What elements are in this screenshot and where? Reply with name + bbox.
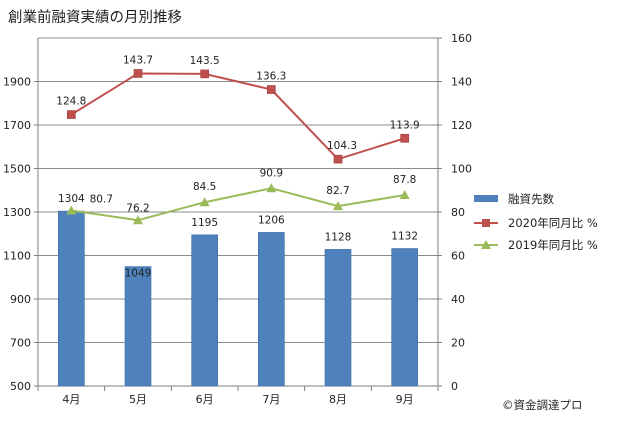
data-point: [133, 69, 143, 78]
point-data-label: 143.5: [190, 55, 220, 67]
point-data-label: 143.7: [123, 54, 153, 66]
bar: [324, 249, 352, 387]
point-data-label: 136.3: [256, 71, 286, 83]
bar: [258, 232, 285, 387]
legend-marker: [481, 240, 491, 249]
point-data-label: 113.9: [390, 119, 420, 131]
point-data-label: 124.8: [56, 96, 86, 108]
y-left-tick-label: 1900: [3, 76, 31, 89]
bar-data-label: 1049: [125, 268, 152, 280]
y-right-tick-label: 20: [451, 337, 465, 350]
point-data-label: 76.2: [126, 202, 149, 214]
point-data-label: 104.3: [327, 140, 357, 152]
data-point: [199, 197, 210, 207]
data-point: [133, 215, 143, 225]
legend-label: 融資先数: [508, 192, 554, 206]
y-right-tick-label: 40: [451, 293, 465, 306]
y-right-tick-label: 60: [451, 250, 465, 263]
x-tick-label: 9月: [396, 393, 414, 406]
bar-data-label: 1132: [391, 231, 418, 243]
point-data-label: 84.5: [193, 181, 216, 193]
legend-swatch-bar: [474, 195, 498, 202]
y-right-tick-label: 0: [451, 380, 458, 393]
bar-data-label: 1128: [325, 231, 352, 243]
data-point: [267, 85, 276, 94]
y-right-tick-label: 100: [451, 163, 472, 176]
data-point: [266, 183, 277, 193]
x-tick-label: 8月: [329, 393, 347, 406]
series-line: [71, 187, 405, 222]
copyright-credit: ©資金調達プロ: [502, 398, 583, 412]
y-right-tick-label: 160: [451, 32, 472, 45]
y-left-tick-label: 1300: [3, 206, 31, 219]
bar-data-label: 1195: [191, 217, 218, 229]
data-point: [333, 201, 343, 211]
data-point: [399, 190, 410, 200]
point-data-label: 80.7: [90, 193, 113, 205]
legend-marker: [482, 219, 490, 227]
bar-data-label: 1206: [258, 214, 285, 226]
y-left-tick-label: 900: [10, 293, 31, 306]
y-right-tick-label: 140: [451, 76, 472, 89]
y-right-tick-label: 120: [451, 119, 472, 132]
point-data-label: 82.7: [326, 185, 349, 197]
bar: [191, 234, 218, 387]
y-left-tick-label: 500: [10, 380, 31, 393]
legend-label: 2020年同月比 %: [508, 216, 598, 230]
legend-label: 2019年同月比 %: [508, 238, 598, 252]
y-left-tick-label: 1100: [3, 250, 31, 263]
bar: [58, 210, 85, 387]
data-point: [200, 69, 209, 79]
y-left-tick-label: 1700: [3, 119, 31, 132]
x-tick-label: 7月: [262, 393, 280, 406]
point-data-label: 87.8: [393, 174, 416, 186]
x-tick-label: 5月: [129, 393, 147, 406]
data-point: [66, 205, 77, 215]
data-point: [400, 133, 409, 143]
y-left-tick-label: 700: [10, 337, 31, 350]
data-point: [67, 110, 76, 119]
x-tick-label: 6月: [196, 393, 214, 406]
bar: [391, 248, 418, 387]
bar: [124, 266, 152, 387]
x-tick-label: 4月: [62, 393, 80, 406]
y-right-tick-label: 80: [451, 206, 465, 219]
y-left-tick-label: 1500: [3, 163, 31, 176]
point-data-label: 90.9: [260, 167, 283, 179]
chart-title: 創業前融資実績の月別推移: [8, 10, 182, 26]
bar-data-label: 1304: [58, 193, 85, 205]
data-point: [333, 154, 343, 164]
series-line: [70, 72, 405, 161]
